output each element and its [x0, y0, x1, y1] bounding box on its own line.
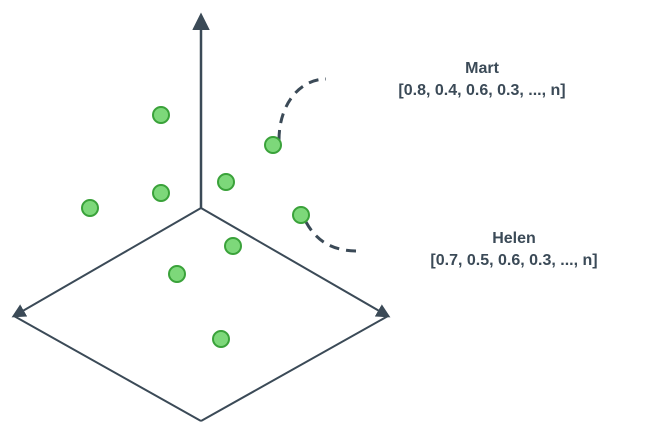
data-point-helen: [293, 207, 309, 223]
mart-vector: [0.8, 0.4, 0.6, 0.3, ..., n]: [362, 80, 602, 102]
helen-pointer-curve: [306, 222, 358, 251]
mart-name: Mart: [362, 58, 602, 80]
points-group: [82, 107, 309, 347]
left-axis: [14, 208, 201, 316]
data-point-mart: [265, 137, 281, 153]
helen-name: Helen: [394, 228, 634, 250]
floor-edge-left: [14, 316, 201, 421]
helen-label: Helen [0.7, 0.5, 0.6, 0.3, ..., n]: [394, 228, 634, 272]
floor-edge-right: [201, 316, 388, 421]
mart-label: Mart [0.8, 0.4, 0.6, 0.3, ..., n]: [362, 58, 602, 102]
data-point: [225, 238, 241, 254]
data-point: [218, 174, 234, 190]
helen-vector: [0.7, 0.5, 0.6, 0.3, ..., n]: [394, 250, 634, 272]
data-point: [153, 185, 169, 201]
data-point: [169, 266, 185, 282]
mart-pointer-curve: [279, 79, 326, 140]
data-point: [153, 107, 169, 123]
data-point: [213, 331, 229, 347]
right-axis: [201, 208, 388, 316]
data-point: [82, 200, 98, 216]
